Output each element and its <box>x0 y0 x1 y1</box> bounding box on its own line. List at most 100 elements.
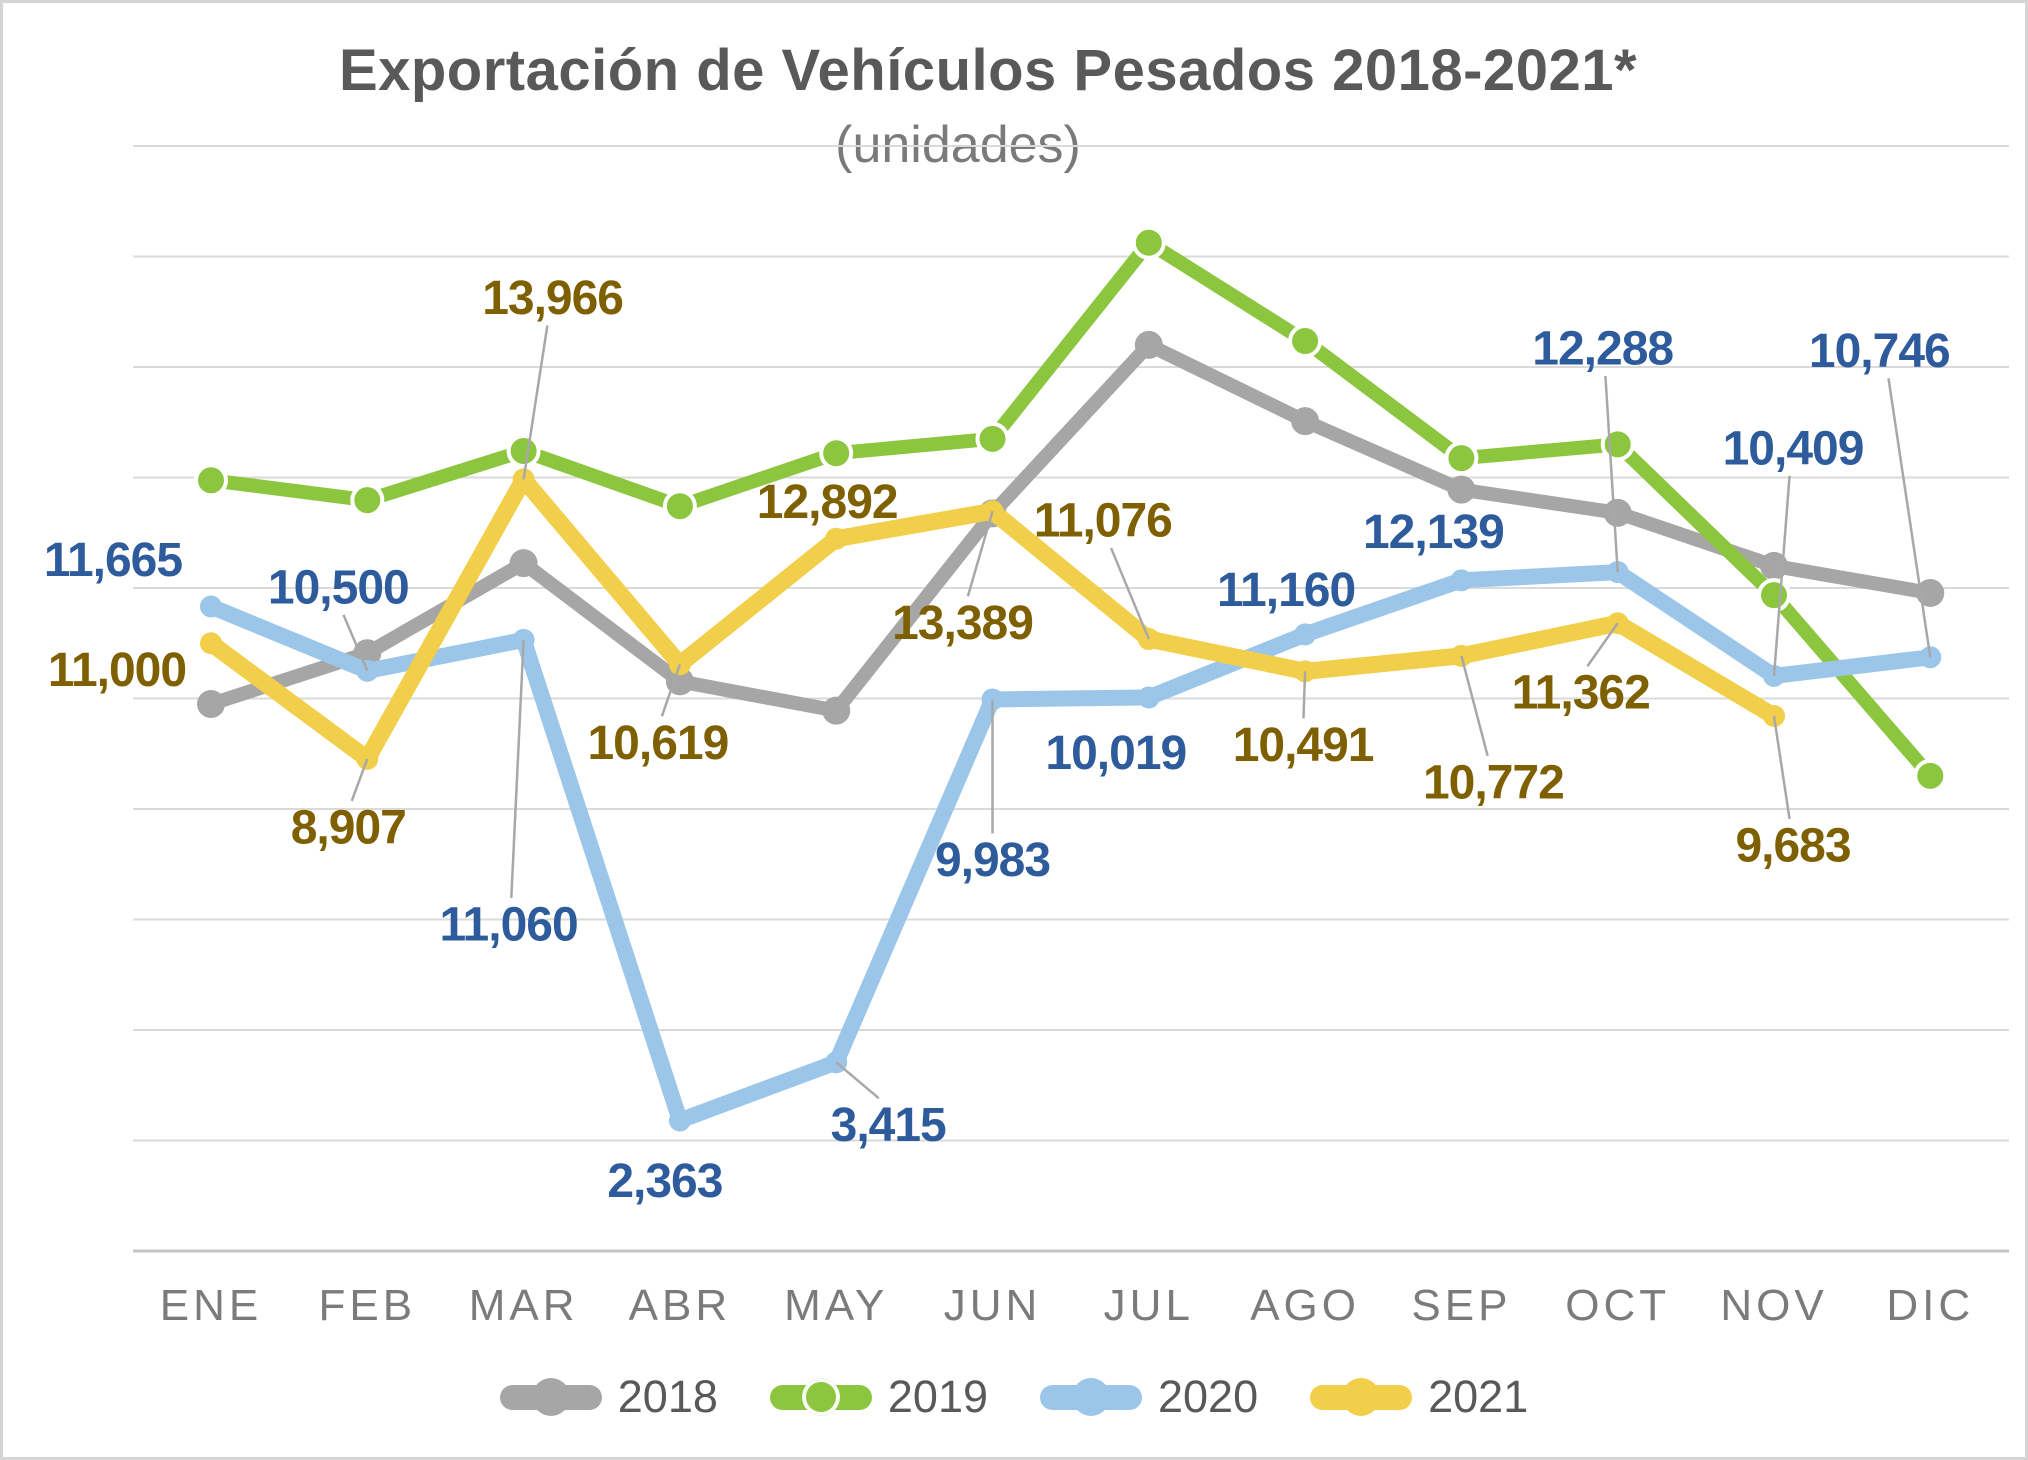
x-axis-label-NOV: NOV <box>1720 1281 1827 1330</box>
marker-2021-MAY <box>825 527 848 550</box>
x-axis-label-MAR: MAR <box>469 1281 579 1330</box>
marker-2019-AGO <box>1288 324 1323 359</box>
legend-swatch-2019 <box>769 1378 872 1416</box>
data-label-2020-ENE: 11,665 <box>44 534 182 587</box>
data-label-2020-FEB: 10,500 <box>268 561 409 614</box>
legend-item-2020: 2020 <box>1040 1371 1258 1423</box>
marker-2018-MAR <box>509 549 538 578</box>
x-axis-label-ABR: ABR <box>629 1281 731 1330</box>
data-label-2021-SEP: 10,772 <box>1423 756 1564 809</box>
leader-line-2021-AGO <box>1302 671 1307 719</box>
leader-line-2021-OCT <box>1586 622 1619 667</box>
legend-swatch-2018 <box>499 1378 602 1416</box>
data-label-2020-OCT: 12,288 <box>1532 323 1673 376</box>
marker-2019-NOV <box>1757 578 1791 613</box>
data-label-2020-JUN: 9,983 <box>935 834 1050 887</box>
data-label-2021-NOV: 9,683 <box>1735 820 1850 873</box>
data-label-2020-JUL: 10,019 <box>1045 727 1186 780</box>
marker-2020-AGO <box>1294 623 1317 646</box>
leader-line-2020-OCT <box>1604 376 1619 573</box>
legend-swatch-2021 <box>1310 1378 1413 1416</box>
data-label-2020-DIC: 10,746 <box>1809 325 1950 378</box>
data-label-2021-FEB: 8,907 <box>291 801 406 854</box>
legend-marker-icon <box>1342 1378 1381 1416</box>
data-label-2021-JUN: 13,389 <box>892 597 1033 650</box>
leader-line-2021-SEP <box>1460 655 1489 757</box>
marker-2019-MAR <box>506 433 541 468</box>
marker-2019-ABR <box>662 489 697 524</box>
data-label-2021-OCT: 11,362 <box>1512 667 1650 720</box>
legend-label-2020: 2020 <box>1158 1371 1259 1422</box>
legend-marker-icon <box>1072 1378 1110 1416</box>
marker-2019-ENE <box>194 463 228 498</box>
marker-2018-ENE <box>197 690 225 719</box>
marker-2019-JUN <box>975 421 1010 456</box>
x-axis-label-OCT: OCT <box>1565 1281 1670 1330</box>
legend-marker-icon <box>801 1378 840 1416</box>
data-label-2021-MAR: 13,966 <box>482 272 623 325</box>
leader-line-2020-DIC <box>1887 378 1932 658</box>
legend-swatch-2020 <box>1040 1378 1142 1416</box>
chart-title: Exportación de Vehículos Pesados 2018-20… <box>338 38 1638 103</box>
legend-item-2021: 2021 <box>1310 1371 1528 1423</box>
marker-2019-DIC <box>1913 758 1948 793</box>
x-axis-label-JUN: JUN <box>944 1281 1042 1330</box>
marker-2020-ENE <box>200 595 222 618</box>
line-chart-canvas: 11,665 10,500 11,060 2,363 3,415 9,983 10,019 1… <box>44 145 2009 1330</box>
x-axis-label-ENE: ENE <box>160 1281 262 1330</box>
leader-line-2021-ABR <box>660 663 682 717</box>
data-label-2020-MAR: 11,060 <box>440 898 578 951</box>
leader-line-2021-JUL <box>1109 547 1150 640</box>
marker-2018-AGO <box>1291 407 1320 436</box>
marker-2019-SEP <box>1444 441 1479 476</box>
x-axis-label-MAY: MAY <box>784 1281 888 1330</box>
marker-2020-ABR <box>668 1109 691 1132</box>
data-label-2021-JUL: 11,076 <box>1034 495 1172 548</box>
series-line-2018 <box>204 337 1938 718</box>
data-label-2021-ENE: 11,000 <box>48 644 186 697</box>
x-axis-label-DIC: DIC <box>1886 1281 1974 1330</box>
legend-item-2018: 2018 <box>499 1371 718 1423</box>
marker-2019-OCT <box>1600 427 1635 462</box>
legend-label-2019: 2019 <box>887 1371 988 1422</box>
marker-2019-FEB <box>350 483 385 518</box>
data-label-2020-AGO: 11,160 <box>1217 564 1355 617</box>
legend-label-2018: 2018 <box>617 1371 718 1422</box>
x-axis-label-FEB: FEB <box>319 1281 417 1330</box>
data-label-2020-NOV: 10,409 <box>1723 422 1864 475</box>
legend-item-2019: 2019 <box>769 1371 988 1423</box>
data-label-2021-MAY: 12,892 <box>757 476 898 529</box>
leader-line-2021-NOV <box>1772 715 1791 820</box>
leader-line-2020-MAY <box>835 1061 880 1100</box>
marker-2019-MAY <box>819 436 854 471</box>
marker-2020-JUL <box>1137 686 1160 709</box>
x-axis-label-SEP: SEP <box>1411 1281 1511 1330</box>
leader-line-2020-FEB <box>342 614 369 672</box>
marker-2018-SEP <box>1447 475 1476 504</box>
legend-label-2021: 2021 <box>1428 1371 1529 1422</box>
chart-legend: 2018 2019 2020 2021 <box>3 1371 2025 1423</box>
data-label-2020-MAY: 3,415 <box>831 1099 946 1152</box>
x-axis-label-AGO: AGO <box>1250 1281 1360 1330</box>
marker-2018-JUL <box>1134 330 1163 359</box>
marker-2018-MAY <box>822 696 851 725</box>
marker-2018-ABR <box>665 667 694 696</box>
leader-line-2020-NOV <box>1772 475 1791 676</box>
data-label-2021-ABR: 10,619 <box>587 717 728 770</box>
marker-2018-OCT <box>1603 498 1632 527</box>
x-axis-label-JUL: JUL <box>1104 1281 1194 1330</box>
marker-2018-DIC <box>1916 578 1945 607</box>
data-label-2021-AGO: 10,491 <box>1233 719 1374 772</box>
series-line-2019 <box>204 235 1938 783</box>
marker-2020-SEP <box>1450 569 1473 592</box>
series-line-2020 <box>203 564 1939 1129</box>
leader-line-2021-FEB <box>350 758 369 802</box>
marker-2021-ENE <box>200 632 222 655</box>
data-label-2020-SEP: 12,139 <box>1363 506 1504 559</box>
marker-2019-JUL <box>1131 225 1166 260</box>
leader-line-2021-MAR <box>522 325 549 480</box>
leader-line-2020-MAR <box>510 639 525 898</box>
data-label-2020-ABR: 2,363 <box>607 1155 722 1208</box>
leader-line-2021-JUN <box>966 510 994 597</box>
